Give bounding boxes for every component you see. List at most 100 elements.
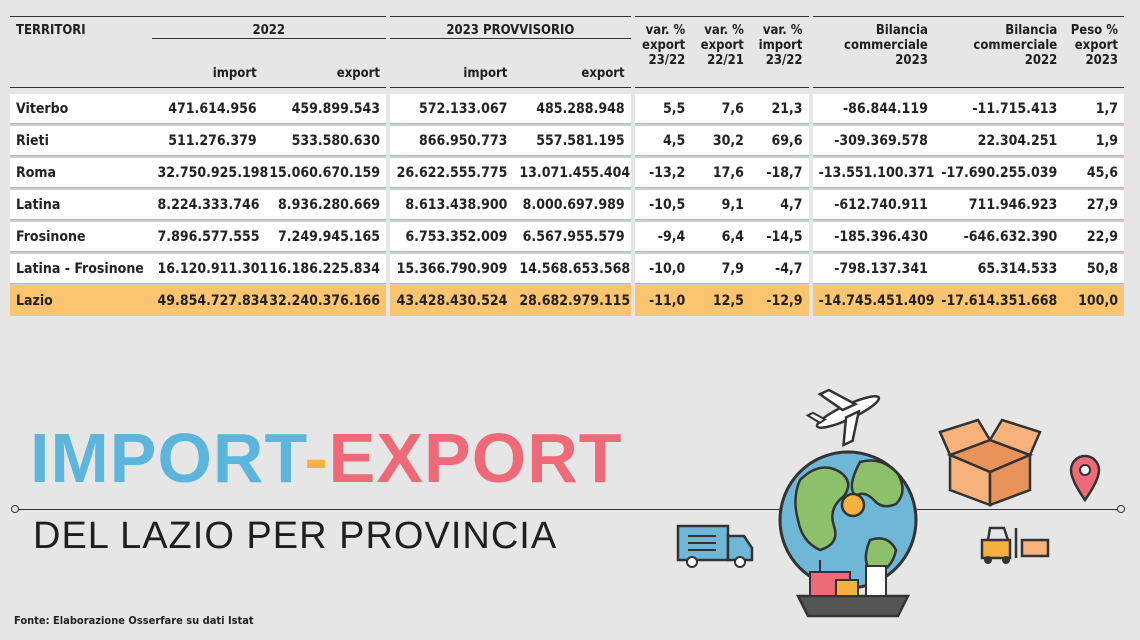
value-cell: 22,9: [1063, 222, 1124, 254]
value-cell: 49.854.727.834: [151, 286, 268, 320]
value-cell: 100,0: [1063, 286, 1124, 320]
column-gap: [630, 126, 635, 158]
value-cell: 16.186.225.834: [262, 254, 387, 286]
column-gap: [386, 190, 391, 222]
value-cell: 65.314.533: [933, 254, 1064, 286]
value-cell: 7,9: [691, 254, 750, 286]
value-cell: 557.581.195: [513, 126, 631, 158]
value-cell: -10,5: [634, 190, 692, 222]
value-cell: 21,3: [749, 94, 809, 126]
value-cell: -4,7: [749, 254, 809, 286]
subtitle: DEL LAZIO PER PROVINCIA: [33, 515, 558, 557]
source-note: Fonte: Elaborazione Osserfare su dati Is…: [14, 614, 254, 627]
header-2022-import: import: [151, 38, 263, 88]
value-cell: 4,7: [749, 190, 809, 222]
territory-name-cell: Latina: [10, 190, 152, 222]
value-cell: 17,6: [691, 158, 750, 190]
value-cell: 45,6: [1063, 158, 1124, 190]
territory-name-cell: Latina - Frosinone: [10, 254, 152, 286]
column-gap: [808, 222, 813, 254]
column-gap: [386, 126, 391, 158]
box-icon: [938, 418, 1042, 507]
value-cell: -13,2: [634, 158, 692, 190]
column-gap: [808, 286, 813, 320]
location-pin-icon: [1069, 454, 1101, 503]
value-cell: -646.632.390: [933, 222, 1064, 254]
value-cell: 5,5: [634, 94, 692, 126]
header-2023: 2023 PROVVISORIO: [390, 16, 631, 38]
header-var-import-23-22: var. % import 23/22: [749, 16, 809, 88]
value-cell: 30,2: [691, 126, 750, 158]
value-cell: 8.000.697.989: [513, 190, 631, 222]
ship-icon: [795, 560, 911, 618]
value-cell: 8.613.438.900: [390, 190, 514, 222]
column-gap: [386, 94, 391, 126]
data-table-container: TERRITORI 2022 2023 PROVVISORIO var. % ex…: [10, 16, 1124, 320]
header-2023-export: export: [513, 38, 631, 88]
value-cell: 8.224.333.746: [151, 190, 263, 222]
value-cell: 12,5: [691, 286, 750, 320]
value-cell: 28.682.979.115: [513, 286, 631, 320]
column-gap: [808, 94, 813, 126]
value-cell: -612.740.911: [812, 190, 934, 222]
value-cell: 485.288.948: [513, 94, 631, 126]
header-2022: 2022: [151, 16, 387, 38]
divider-dot-left: [11, 505, 19, 513]
column-gap: [808, 254, 813, 286]
value-cell: -309.369.578: [812, 126, 934, 158]
column-gap: [386, 158, 391, 190]
column-gap: [808, 158, 813, 190]
territory-name-cell: Frosinone: [10, 222, 152, 254]
value-cell: 7.249.945.165: [262, 222, 387, 254]
header-bilancia-2023: Bilancia commerciale 2023: [812, 16, 934, 88]
value-cell: 22.304.251: [933, 126, 1064, 158]
value-cell: 50,8: [1063, 254, 1124, 286]
value-cell: 69,6: [749, 126, 809, 158]
value-cell: 9,1: [691, 190, 750, 222]
header-2022-export: export: [262, 38, 387, 88]
value-cell: -10,0: [634, 254, 692, 286]
value-cell: 7.896.577.555: [151, 222, 263, 254]
divider-dot-right: [1117, 505, 1125, 513]
value-cell: 32.240.376.166: [262, 286, 387, 320]
header-var-export-23-22: var. % export 23/22: [634, 16, 692, 88]
value-cell: -9,4: [634, 222, 692, 254]
value-cell: 13.071.455.404: [513, 158, 631, 190]
value-cell: 511.276.379: [151, 126, 263, 158]
table-row: Latina - Frosinone 16.120.911.301 16.186.2…: [10, 254, 1124, 286]
header-2023-import: import: [390, 38, 514, 88]
value-cell: -12,9: [749, 286, 809, 320]
column-gap: [386, 222, 391, 254]
value-cell: 14.568.653.568: [513, 254, 631, 286]
column-gap: [630, 222, 635, 254]
header-territori: TERRITORI: [10, 16, 152, 88]
value-cell: -185.396.430: [812, 222, 934, 254]
table-row: Latina 8.224.333.746 8.936.280.669 8.613.43…: [10, 190, 1124, 222]
value-cell: 43.428.430.524: [390, 286, 514, 320]
value-cell: -11.715.413: [933, 94, 1064, 126]
value-cell: 4,5: [634, 126, 692, 158]
truck-icon: [676, 524, 754, 568]
globe-icon: [778, 450, 918, 590]
main-title: IMPORT-EXPORT: [30, 418, 623, 498]
value-cell: 533.580.630: [262, 126, 387, 158]
title-export: EXPORT: [328, 419, 623, 497]
airplane-icon: [805, 388, 881, 448]
title-dash: -: [304, 419, 329, 497]
divider-line: [14, 509, 1122, 510]
value-cell: 1,7: [1063, 94, 1124, 126]
value-cell: 32.750.925.198: [151, 158, 268, 190]
value-cell: -18,7: [749, 158, 809, 190]
territory-name-cell: Lazio: [10, 286, 152, 320]
value-cell: 27,9: [1063, 190, 1124, 222]
forklift-icon: [980, 526, 1050, 564]
header-var-export-22-21: var. % export 22/21: [691, 16, 750, 88]
territory-name-cell: Viterbo: [10, 94, 152, 126]
value-cell: 6.753.352.009: [390, 222, 514, 254]
header-peso-export: Peso % export 2023: [1063, 16, 1124, 88]
value-cell: 8.936.280.669: [262, 190, 387, 222]
value-cell: 459.899.543: [262, 94, 387, 126]
value-cell: -14,5: [749, 222, 809, 254]
value-cell: -14.745.451.409: [812, 286, 935, 320]
